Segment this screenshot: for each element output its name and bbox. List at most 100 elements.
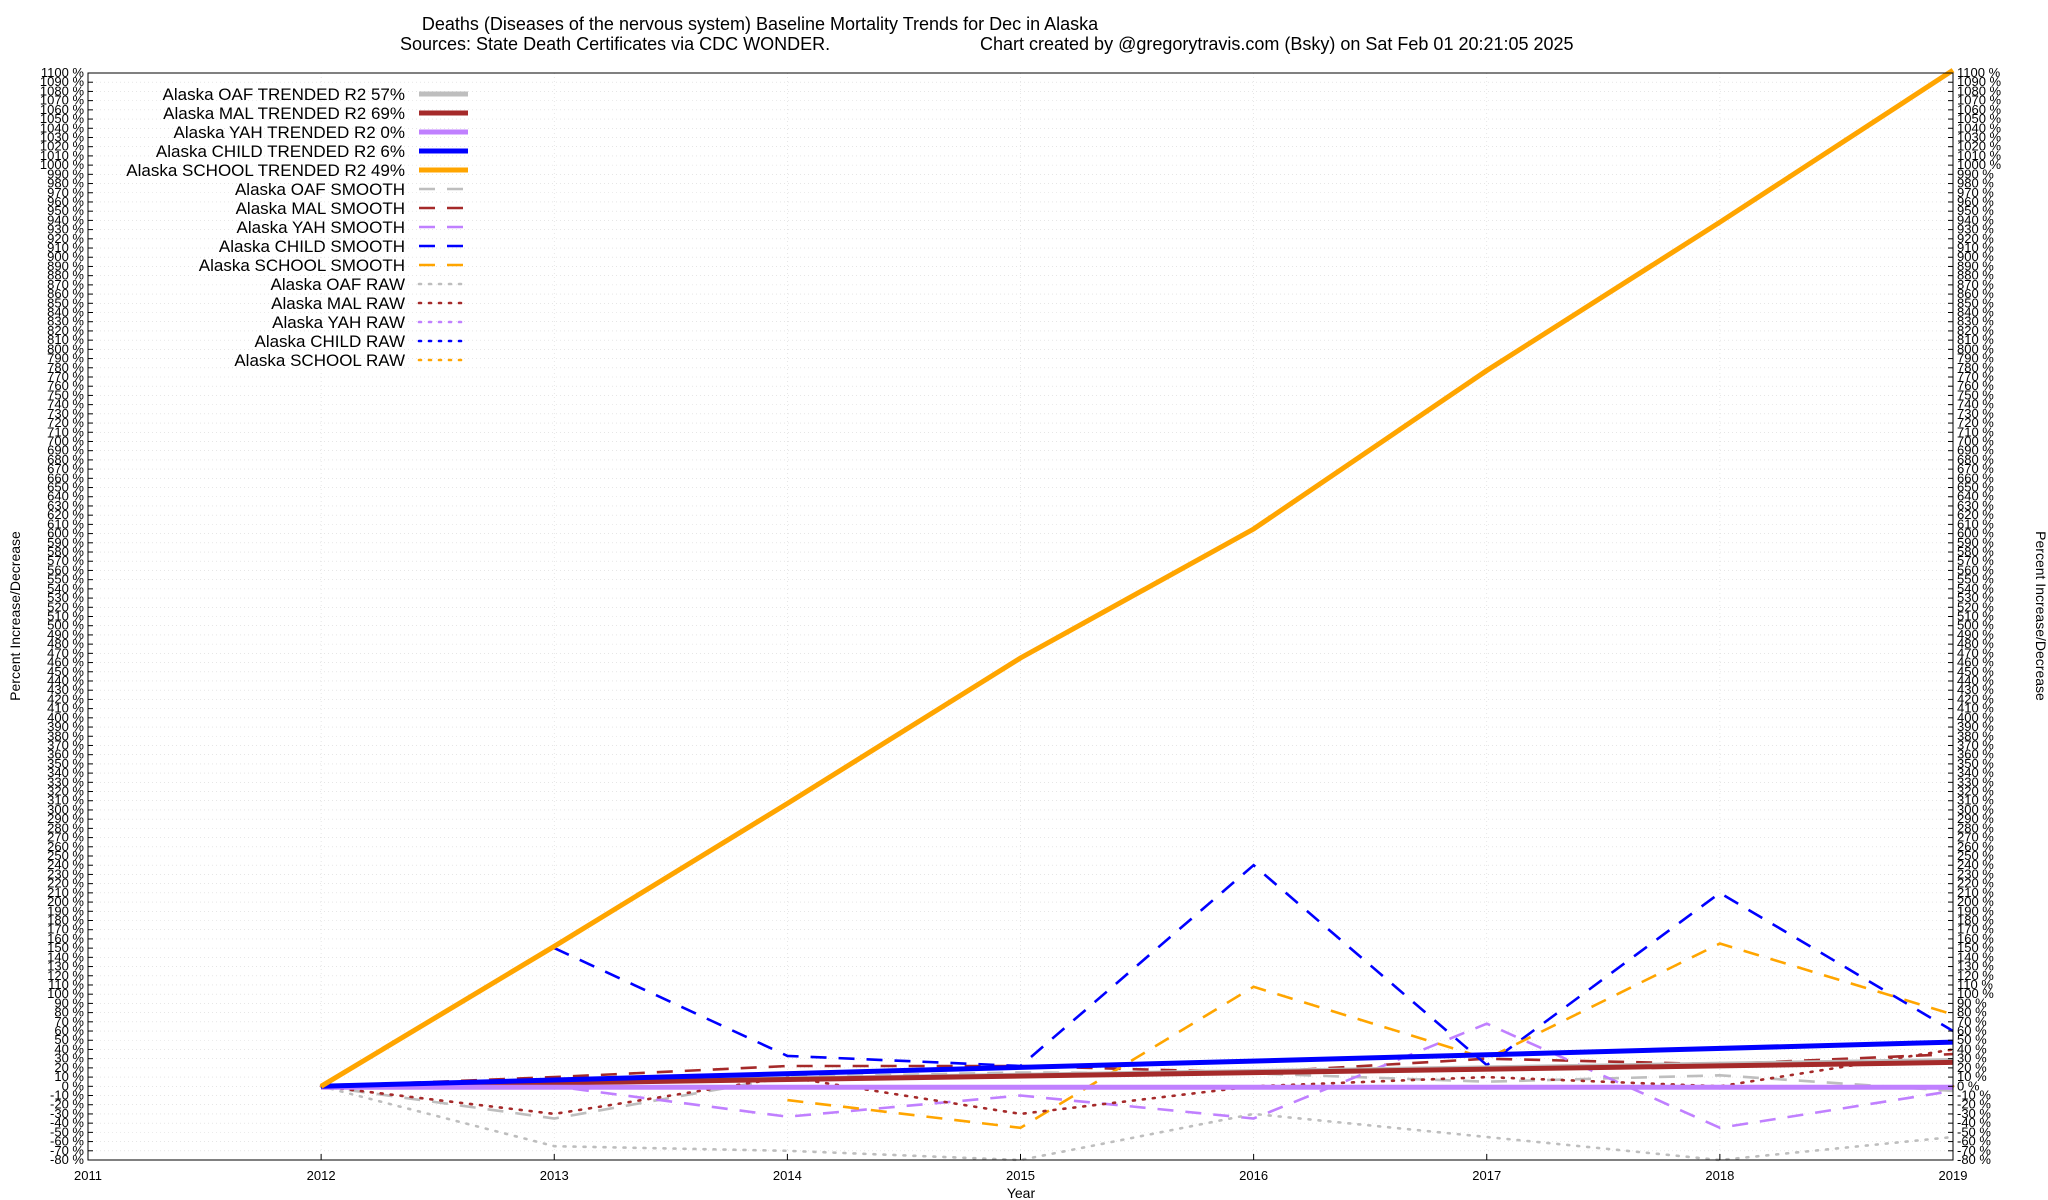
y-tick-label: 910 % bbox=[1957, 240, 1994, 255]
y-tick-label: 810 % bbox=[1957, 332, 1994, 347]
y-tick-label: 530 % bbox=[47, 590, 84, 605]
y-tick-label: 930 % bbox=[1957, 222, 1994, 237]
y-tick-label: 530 % bbox=[1957, 590, 1994, 605]
y-tick-label: 270 % bbox=[47, 830, 84, 845]
legend-label: Alaska YAH RAW bbox=[272, 313, 405, 332]
y-tick-label: 390 % bbox=[1957, 719, 1994, 734]
y-tick-label: -40 % bbox=[50, 1115, 84, 1130]
y-tick-label: 80 % bbox=[1957, 1005, 1987, 1020]
y-tick-label: 70 % bbox=[1957, 1014, 1987, 1029]
y-tick-label: 340 % bbox=[1957, 765, 1994, 780]
y-tick-label: 170 % bbox=[47, 922, 84, 937]
y-tick-label: 710 % bbox=[1957, 424, 1994, 439]
y-tick-label: 200 % bbox=[1957, 894, 1994, 909]
y-tick-label: 270 % bbox=[1957, 830, 1994, 845]
y-tick-label: 250 % bbox=[1957, 848, 1994, 863]
x-tick-label: 2013 bbox=[540, 1168, 569, 1183]
legend-label: Alaska SCHOOL SMOOTH bbox=[199, 256, 405, 275]
y-tick-label: 610 % bbox=[1957, 516, 1994, 531]
y-tick-label: 790 % bbox=[47, 351, 84, 366]
y-tick-label: 200 % bbox=[47, 894, 84, 909]
y-tick-label: 140 % bbox=[1957, 949, 1994, 964]
y-tick-label: 810 % bbox=[47, 332, 84, 347]
y-tick-label: 330 % bbox=[47, 774, 84, 789]
y-tick-label: 840 % bbox=[47, 305, 84, 320]
y-tick-label: 400 % bbox=[1957, 710, 1994, 725]
y-tick-label: 70 % bbox=[54, 1014, 84, 1029]
y-tick-label: 30 % bbox=[54, 1051, 84, 1066]
y-tick-label: 580 % bbox=[1957, 544, 1994, 559]
y-tick-label: 210 % bbox=[1957, 885, 1994, 900]
y-tick-label: 500 % bbox=[1957, 618, 1994, 633]
y-tick-label: -60 % bbox=[1957, 1134, 1991, 1149]
y-tick-label: -70 % bbox=[1957, 1143, 1991, 1158]
y-tick-label: 740 % bbox=[47, 397, 84, 412]
y-tick-label: -50 % bbox=[50, 1124, 84, 1139]
y-tick-label: 1020 % bbox=[1957, 139, 2002, 154]
y-tick-label: 1040 % bbox=[1957, 120, 2002, 135]
y-tick-label: 340 % bbox=[47, 765, 84, 780]
y-tick-label: 540 % bbox=[1957, 581, 1994, 596]
y-tick-label: 480 % bbox=[47, 636, 84, 651]
y-tick-label: 0 % bbox=[62, 1078, 85, 1093]
y-tick-label: 130 % bbox=[47, 959, 84, 974]
y-tick-label: 60 % bbox=[54, 1023, 84, 1038]
y-tick-label: 800 % bbox=[47, 341, 84, 356]
y-tick-label: 730 % bbox=[47, 406, 84, 421]
y-tick-label: 520 % bbox=[1957, 599, 1994, 614]
y-tick-label: 670 % bbox=[47, 461, 84, 476]
series-line-7 bbox=[321, 1022, 1954, 1130]
y-tick-label: 850 % bbox=[1957, 295, 1994, 310]
legend-label: Alaska SCHOOL RAW bbox=[234, 351, 405, 370]
y-tick-label: 410 % bbox=[47, 701, 84, 716]
y-tick-label: 590 % bbox=[47, 535, 84, 550]
series-line-8 bbox=[553, 863, 1954, 1068]
y-tick-label: 930 % bbox=[47, 222, 84, 237]
y-tick-label: 950 % bbox=[47, 203, 84, 218]
legend-label: Alaska CHILD TRENDED R2 6% bbox=[156, 142, 405, 161]
y-tick-label: 640 % bbox=[47, 489, 84, 504]
y-tick-label: 400 % bbox=[47, 710, 84, 725]
y-tick-label: 280 % bbox=[1957, 820, 1994, 835]
y-tick-label: 850 % bbox=[47, 295, 84, 310]
y-tick-label: -40 % bbox=[1957, 1115, 1991, 1130]
y-tick-label: 770 % bbox=[47, 369, 84, 384]
y-tick-label: 440 % bbox=[1957, 673, 1994, 688]
y-tick-label: 780 % bbox=[47, 360, 84, 375]
y-tick-label: 360 % bbox=[47, 747, 84, 762]
y-tick-label: 950 % bbox=[1957, 203, 1994, 218]
legend-label: Alaska OAF SMOOTH bbox=[235, 180, 405, 199]
y-tick-label: 50 % bbox=[1957, 1032, 1987, 1047]
y-tick-label: 350 % bbox=[47, 756, 84, 771]
y-tick-label: 260 % bbox=[47, 839, 84, 854]
y-tick-label: 350 % bbox=[1957, 756, 1994, 771]
y-tick-label: 580 % bbox=[47, 544, 84, 559]
y-tick-label: 780 % bbox=[1957, 360, 1994, 375]
y-tick-label: 420 % bbox=[47, 691, 84, 706]
y-tick-label: 1060 % bbox=[40, 102, 85, 117]
y-tick-label: 450 % bbox=[47, 664, 84, 679]
y-tick-label: 30 % bbox=[1957, 1051, 1987, 1066]
y-tick-label: 180 % bbox=[1957, 912, 1994, 927]
y-tick-label: 570 % bbox=[1957, 553, 1994, 568]
y-tick-label: 830 % bbox=[47, 314, 84, 329]
y-tick-label: 1010 % bbox=[40, 148, 85, 163]
y-tick-label: 170 % bbox=[1957, 922, 1994, 937]
y-ticks-left: -80 %-70 %-60 %-50 %-40 %-30 %-20 %-10 %… bbox=[40, 65, 93, 1167]
y-tick-label: 650 % bbox=[1957, 480, 1994, 495]
y-tick-label: 1100 % bbox=[41, 65, 85, 80]
y-tick-label: -50 % bbox=[1957, 1124, 1991, 1139]
y-tick-label: 100 % bbox=[47, 986, 84, 1001]
y-tick-label: 230 % bbox=[47, 866, 84, 881]
y-tick-label: 120 % bbox=[47, 968, 84, 983]
y-tick-label: 730 % bbox=[1957, 406, 1994, 421]
chart-source: Sources: State Death Certificates via CD… bbox=[400, 34, 830, 54]
y-tick-label: 940 % bbox=[1957, 212, 1994, 227]
y-tick-label: 960 % bbox=[47, 194, 84, 209]
series-line-3 bbox=[321, 1039, 1954, 1089]
y-tick-label: 660 % bbox=[1957, 470, 1994, 485]
y-tick-label: 800 % bbox=[1957, 341, 1994, 356]
y-tick-label: 590 % bbox=[1957, 535, 1994, 550]
y-tick-label: 570 % bbox=[47, 553, 84, 568]
y-tick-label: 1040 % bbox=[40, 120, 85, 135]
